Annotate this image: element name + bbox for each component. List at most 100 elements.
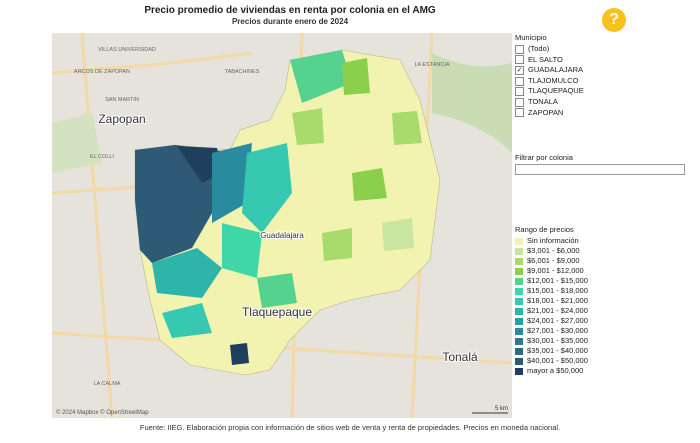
legend-item: $6,001 - $9,000 [515, 256, 695, 266]
place-label: SAN MARTIN [105, 97, 139, 103]
colonia [212, 143, 252, 223]
legend-label: $15,001 - $18,000 [527, 286, 588, 296]
checkbox[interactable] [515, 108, 524, 118]
legend-item: $15,001 - $18,000 [515, 286, 695, 296]
legend-label: $12,001 - $15,000 [527, 276, 588, 286]
filter-option[interactable]: (Todo) [515, 44, 695, 55]
legend-title: Rango de precios [515, 225, 574, 235]
filter-option[interactable]: TONALA [515, 97, 695, 108]
legend-item: $30,001 - $35,000 [515, 336, 695, 346]
option-label: (Todo) [528, 44, 550, 53]
legend-swatch [515, 337, 523, 345]
option-label: TLAQUEPAQUE [528, 86, 584, 96]
checkbox[interactable] [515, 55, 524, 65]
place-label: Tonalá [442, 350, 478, 364]
legend-item: $3,001 - $6,000 [515, 246, 695, 256]
legend-label: $9,001 - $12,000 [527, 266, 584, 276]
park [52, 113, 102, 173]
place-label: Guadalajara [260, 231, 304, 240]
legend-item: Sin información [515, 236, 695, 246]
legend-swatch [515, 367, 523, 375]
legend-swatch [515, 237, 523, 245]
colonia [257, 273, 297, 308]
colonia [152, 248, 222, 298]
legend: Sin información $3,001 - $6,000 $6,001 - $… [515, 236, 695, 376]
legend-swatch [515, 257, 523, 265]
legend-label: $21,001 - $24,000 [527, 306, 588, 316]
filter-label: Municipio [515, 33, 547, 42]
legend-item: $40,001 - $50,000 [515, 356, 695, 366]
legend-label: $24,001 - $27,000 [527, 316, 588, 326]
colonia [290, 50, 352, 103]
map: Zapopan Tlaquepaque Tonalá Guadalajara VILLA… [52, 33, 512, 418]
colonia [352, 168, 387, 201]
checkbox[interactable] [515, 97, 524, 107]
filter-option[interactable]: TLAQUEPAQUE [515, 86, 695, 97]
legend-swatch [515, 267, 523, 275]
filter-option[interactable]: ZAPOPAN [515, 108, 695, 119]
side-panel: Municipio (Todo) EL SALTO ✓ GUADALAJARA TLAJ… [515, 33, 695, 376]
place-label: EL COLLI [90, 154, 114, 160]
colonia-input[interactable] [515, 164, 685, 176]
colonia [322, 228, 352, 261]
legend-label: Sin información [527, 236, 579, 246]
municipio-options: (Todo) EL SALTO ✓ GUADALAJARA TLAJOMULCO TLAQ… [515, 44, 695, 118]
legend-swatch [515, 327, 523, 335]
colonia [342, 58, 370, 95]
legend-label: $40,001 - $50,000 [527, 356, 588, 366]
legend-item: $35,001 - $40,000 [515, 346, 695, 356]
legend-swatch [515, 307, 523, 315]
option-label: TONALA [528, 96, 558, 106]
filter-option[interactable]: EL SALTO [515, 55, 695, 66]
legend-swatch [515, 357, 523, 365]
checkbox[interactable] [515, 44, 524, 54]
park [432, 53, 512, 153]
colonia [162, 303, 212, 338]
legend-swatch [515, 317, 523, 325]
scale-label: 5 km [495, 406, 508, 412]
legend-label: $18,001 - $21,000 [527, 296, 588, 306]
option-label: TLAJOMULCO [528, 75, 579, 85]
legend-item: $27,001 - $30,000 [515, 326, 695, 336]
colonia [382, 218, 414, 251]
checkbox[interactable] [515, 87, 524, 97]
help-button[interactable]: ? [602, 8, 626, 32]
place-label: LA ESTANCIA [414, 62, 449, 68]
filter-option[interactable]: ✓ GUADALAJARA [515, 65, 695, 76]
colonia [230, 343, 249, 365]
title: Precio promedio de viviendas en renta po… [144, 5, 436, 16]
checkbox[interactable] [515, 76, 524, 86]
legend-swatch [515, 247, 523, 255]
option-label: GUADALAJARA [528, 65, 584, 75]
legend-swatch [515, 297, 523, 305]
footer: Fuente: IIEG. Elaboración propia con inf… [139, 423, 561, 432]
checkbox[interactable]: ✓ [515, 65, 524, 75]
legend-item: $18,001 - $21,000 [515, 296, 695, 306]
place-label: Zapopan [98, 112, 145, 126]
legend-label: $6,001 - $9,000 [527, 256, 580, 266]
colonia [392, 111, 422, 145]
legend-item: $24,001 - $27,000 [515, 316, 695, 326]
legend-label: mayor a $50,000 [527, 366, 584, 376]
filter-option[interactable]: TLAJOMULCO [515, 76, 695, 87]
option-label: ZAPOPAN [528, 107, 564, 117]
colonia [292, 108, 324, 145]
place-label: Tlaquepaque [242, 305, 312, 319]
place-label: TABACHINES [225, 69, 260, 75]
place-label: ARCOS DE ZAPOPAN [74, 69, 130, 75]
colonia [222, 223, 262, 278]
legend-label: $35,001 - $40,000 [527, 346, 588, 356]
subtitle: Precios durante enero de 2024 [231, 17, 349, 26]
legend-label: $3,001 - $6,000 [527, 246, 580, 256]
legend-swatch [515, 277, 523, 285]
legend-label: $27,001 - $30,000 [527, 326, 588, 336]
place-label: LA CALMA [94, 381, 121, 387]
place-label: VILLAS UNIVERSIDAD [98, 47, 156, 53]
city-outline [134, 49, 441, 376]
legend-item: $12,001 - $15,000 [515, 276, 695, 286]
legend-label: $30,001 - $35,000 [527, 336, 588, 346]
colonia [242, 143, 292, 233]
option-label: EL SALTO [528, 54, 563, 64]
legend-item: $9,001 - $12,000 [515, 266, 695, 276]
